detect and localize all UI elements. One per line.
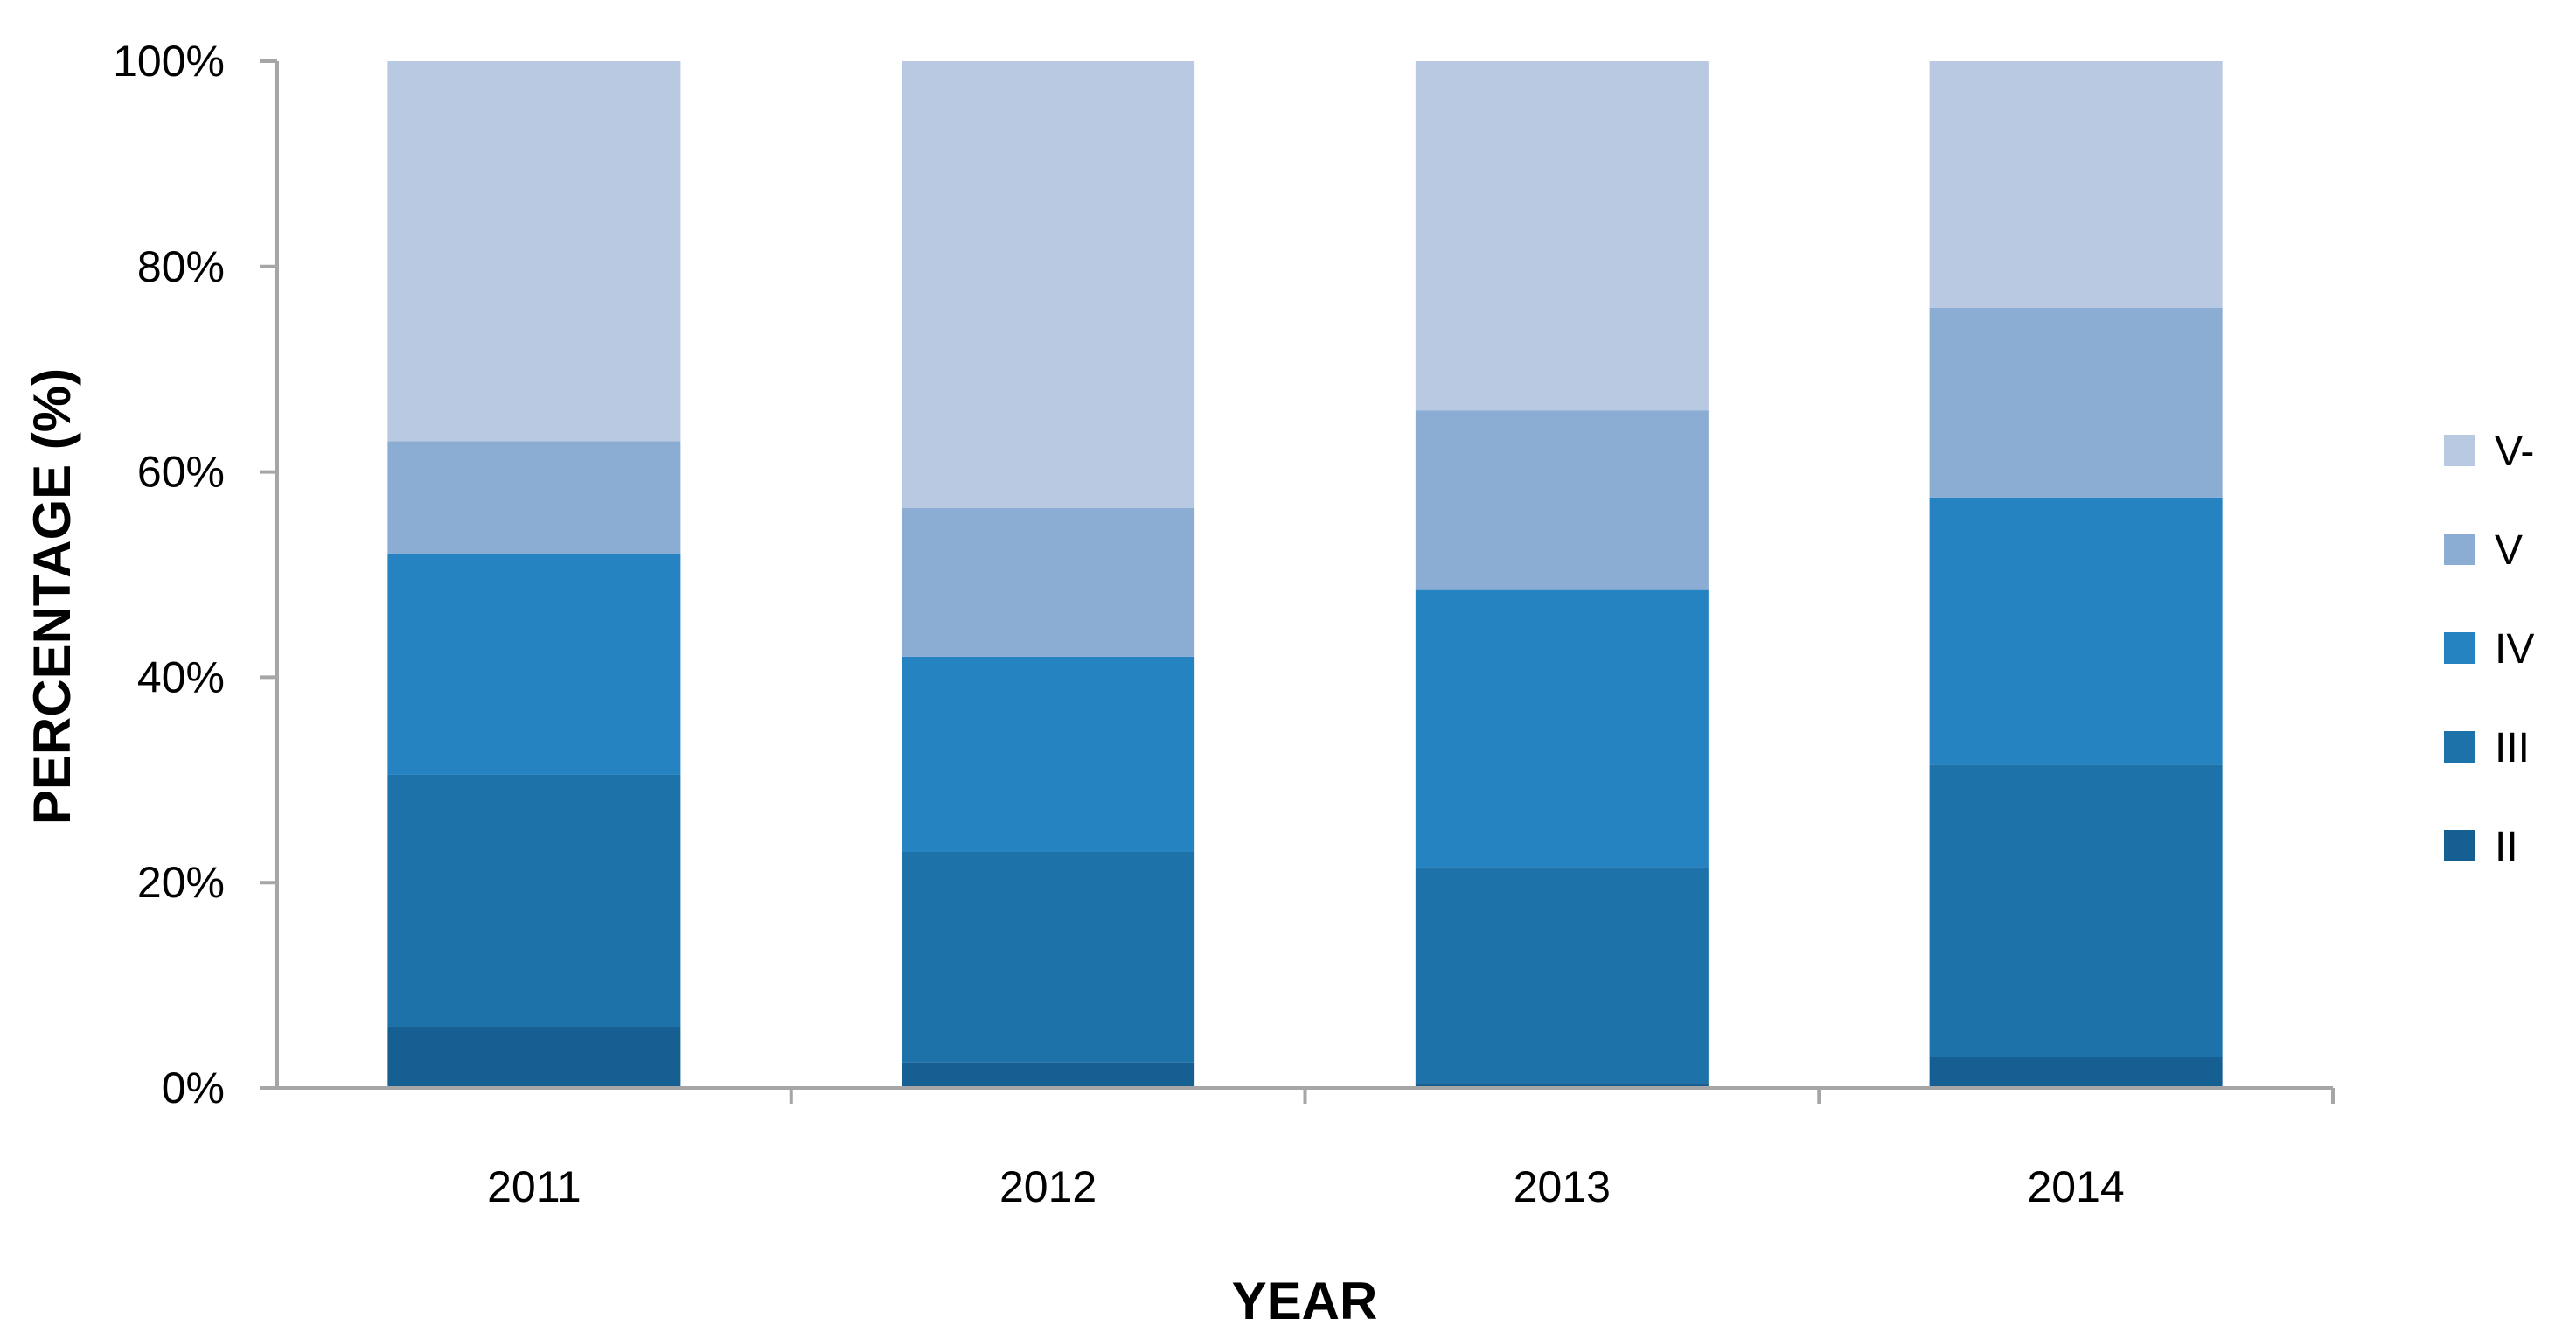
y-axis-title: PERCENTAGE (%) xyxy=(23,368,81,825)
legend-swatch-V- xyxy=(2444,435,2475,466)
legend-swatch-V xyxy=(2444,534,2475,565)
bar-segment-2012-III xyxy=(902,851,1195,1063)
bar-segment-2013-V- xyxy=(1415,61,1709,411)
bar-segment-2014-III xyxy=(1929,764,2223,1057)
bar-segment-2013-V xyxy=(1415,410,1709,590)
y-tick-label: 0% xyxy=(162,1064,225,1112)
bar-segment-2012-IV xyxy=(902,656,1195,852)
x-axis-ticks: 2011 2012 2013 2014 xyxy=(487,1088,2335,1211)
y-axis-ticks: 0% 20% 40% 60% 80% 100% xyxy=(113,37,277,1112)
bar-segment-2012-V xyxy=(902,507,1195,657)
x-tick-label: 2011 xyxy=(487,1162,581,1211)
y-tick-label: 40% xyxy=(137,652,225,701)
legend-swatch-III xyxy=(2444,731,2475,763)
legend-label-V-: V- xyxy=(2495,429,2534,475)
y-tick-label: 60% xyxy=(137,448,225,497)
x-tick-label: 2012 xyxy=(999,1162,1097,1211)
bar-segment-2012-II xyxy=(902,1062,1195,1088)
x-tick-label: 2013 xyxy=(1514,1162,1611,1211)
x-axis-title: YEAR xyxy=(1232,1272,1378,1330)
x-tick-label: 2014 xyxy=(2028,1162,2125,1211)
bar-segment-2014-V xyxy=(1929,307,2223,498)
bar-segment-2011-II xyxy=(387,1026,681,1088)
legend-swatch-IV xyxy=(2444,632,2475,664)
legend-swatch-II xyxy=(2444,830,2475,861)
y-tick-label: 80% xyxy=(137,242,225,291)
legend-label-II: II xyxy=(2495,824,2518,870)
bars-group xyxy=(387,61,2223,1088)
bar-segment-2011-IV xyxy=(387,554,681,775)
bar-segment-2013-III xyxy=(1415,867,1709,1084)
bar-segment-2013-II xyxy=(1415,1083,1709,1088)
bar-segment-2011-III xyxy=(387,774,681,1027)
legend-label-III: III xyxy=(2495,725,2530,771)
legend-label-IV: IV xyxy=(2495,626,2534,673)
bar-segment-2013-IV xyxy=(1415,589,1709,868)
legend-label-V: V xyxy=(2495,527,2523,574)
y-tick-label: 100% xyxy=(113,37,225,86)
bar-segment-2011-V- xyxy=(387,61,681,442)
y-tick-label: 20% xyxy=(137,858,225,907)
bar-segment-2014-V- xyxy=(1929,61,2223,308)
bar-segment-2012-V- xyxy=(902,61,1195,508)
bar-segment-2014-II xyxy=(1929,1057,2223,1088)
bar-segment-2011-V xyxy=(387,441,681,554)
bar-segment-2014-IV xyxy=(1929,497,2223,765)
